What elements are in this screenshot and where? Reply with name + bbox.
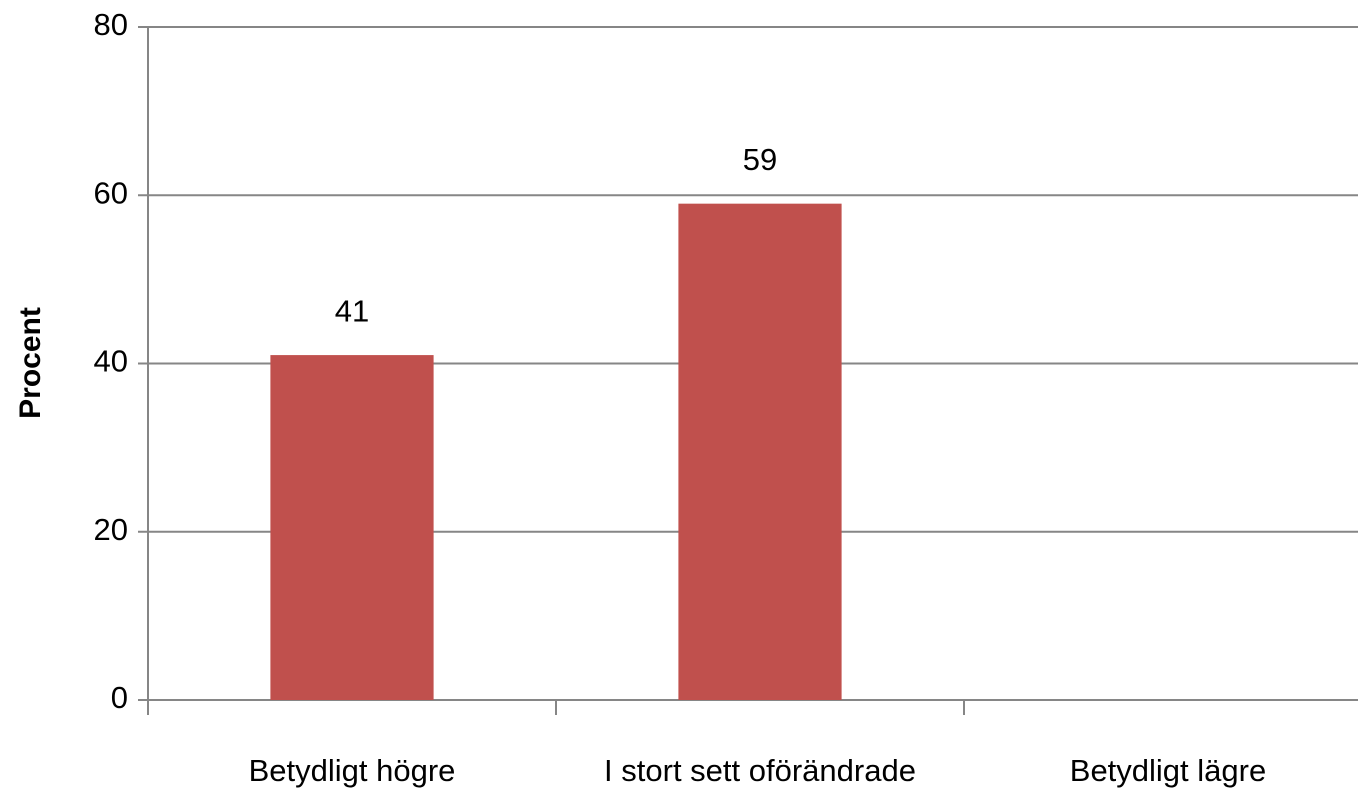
bar	[270, 355, 434, 700]
y-tick-label: 40	[94, 344, 128, 379]
y-tick-label: 20	[94, 512, 128, 547]
x-tick-label: I stort sett oförändrade	[604, 753, 916, 788]
y-axis-label: Procent	[14, 307, 47, 419]
value-label: 41	[335, 293, 369, 328]
x-tick-label: Betydligt lägre	[1070, 753, 1266, 788]
y-tick-label: 80	[94, 7, 128, 42]
bar	[678, 203, 842, 700]
y-tick-label: 60	[94, 175, 128, 210]
value-label: 59	[743, 142, 777, 177]
y-tick-label: 0	[111, 680, 128, 715]
x-tick-label: Betydligt högre	[249, 753, 456, 788]
